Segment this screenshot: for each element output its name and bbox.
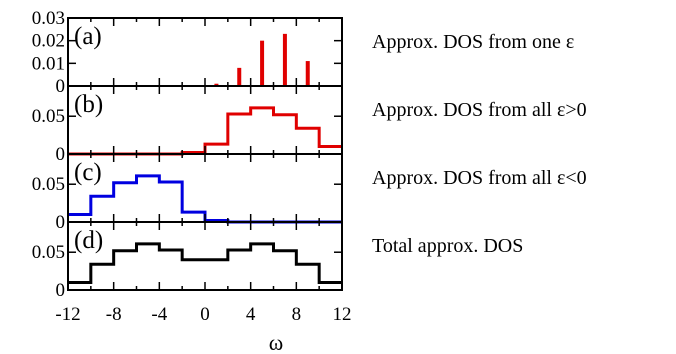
panel-description-d: Total approx. DOS xyxy=(372,235,523,257)
panel-a: 00.010.020.03 (a) xyxy=(32,8,343,97)
panel-description-a: Approx. DOS from one ε xyxy=(372,31,574,53)
panel-description-b: Approx. DOS from all ε>0 xyxy=(372,99,587,121)
y-tick-label: 0 xyxy=(56,280,66,301)
x-tick-label: -4 xyxy=(151,304,167,325)
spike-4 xyxy=(305,61,310,86)
y-tick-label: 0.02 xyxy=(32,31,65,52)
panel-letter: (b) xyxy=(74,91,103,118)
y-tick-label: 0.01 xyxy=(32,53,65,74)
panel-c: 0 0.05 (c) xyxy=(32,153,343,233)
panel-letter: (c) xyxy=(74,159,102,186)
spike-2 xyxy=(260,40,265,86)
x-axis-label: ω xyxy=(269,330,283,354)
spike-1 xyxy=(237,67,242,86)
panel-description-c: Approx. DOS from all ε<0 xyxy=(372,167,587,189)
y-tick-label: 0.05 xyxy=(32,242,65,263)
panel-descriptions: Approx. DOS from one ε Approx. DOS from a… xyxy=(372,31,587,257)
y-tick-label: 0 xyxy=(56,76,66,97)
x-tick-label: 8 xyxy=(292,304,302,325)
x-axis-tick-labels: -12 -8 -4 0 4 8 12 xyxy=(55,304,351,325)
x-tick-label: 4 xyxy=(246,304,256,325)
x-tick-label: -8 xyxy=(106,304,122,325)
panel-letter: (d) xyxy=(74,227,103,254)
spike-3 xyxy=(282,33,287,86)
spike-0 xyxy=(214,83,219,86)
panel-d: 0 0.05 (d) xyxy=(32,221,343,301)
y-tick-label: 0 xyxy=(56,144,66,165)
y-tick-label: 0.03 xyxy=(32,8,65,29)
x-tick-label: 0 xyxy=(200,304,210,325)
x-tick-label: -12 xyxy=(55,304,80,325)
panels: 00.010.020.03(a)00.05 (b)00.05 (c)00.05 (d) xyxy=(32,8,343,301)
x-tick-label: 12 xyxy=(333,304,352,325)
panel-letter: (a) xyxy=(74,23,102,50)
y-tick-label: 0.05 xyxy=(32,106,65,127)
panel-frame xyxy=(67,221,343,291)
series-line xyxy=(68,106,342,156)
y-tick-label: 0 xyxy=(56,212,66,233)
panel-frame xyxy=(67,17,343,87)
series-line xyxy=(68,174,342,224)
series-line xyxy=(68,242,342,284)
y-tick-label: 0.05 xyxy=(32,174,65,195)
